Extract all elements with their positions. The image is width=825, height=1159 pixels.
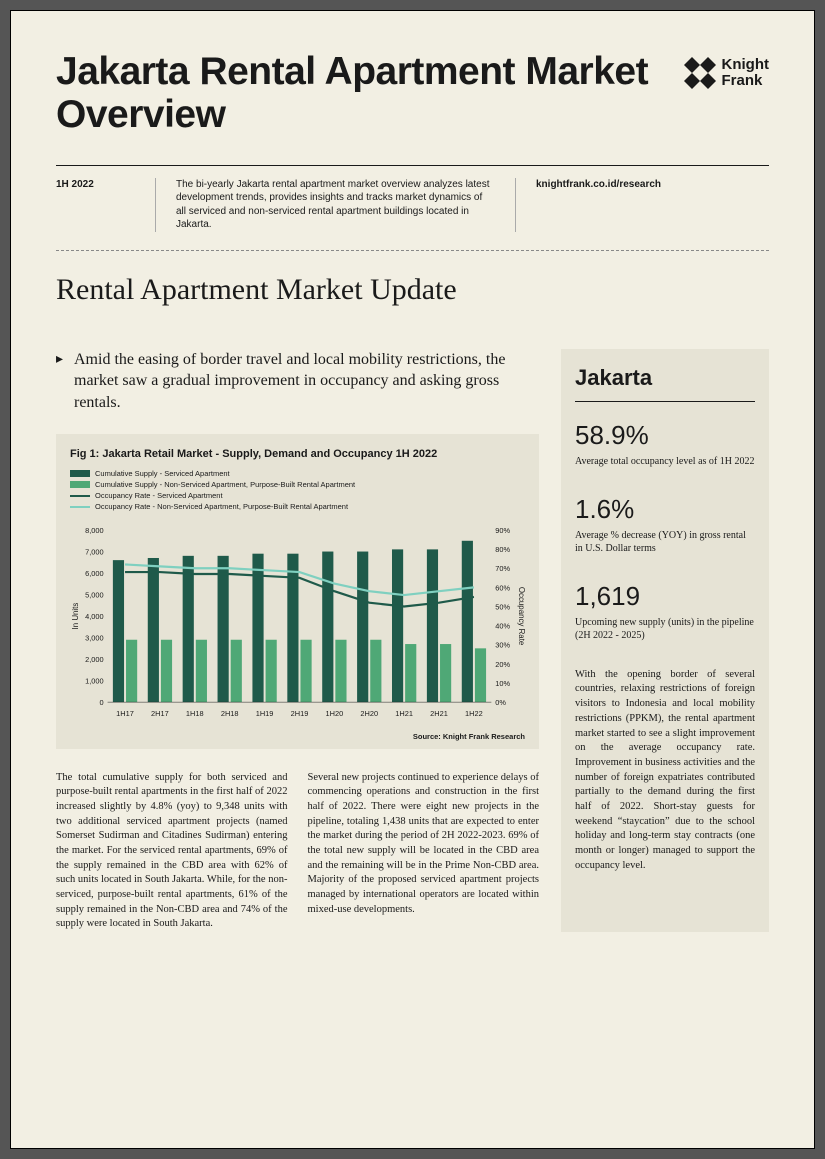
svg-text:10%: 10%: [495, 679, 510, 688]
logo-text: KnightFrank: [722, 57, 769, 89]
stat-value: 1,619: [575, 581, 755, 612]
chart-title: Fig 1: Jakarta Retail Market - Supply, D…: [70, 448, 525, 460]
chart-container: Fig 1: Jakarta Retail Market - Supply, D…: [56, 434, 539, 749]
section-title: Rental Apartment Market Update: [56, 273, 769, 307]
sidebar: Jakarta 58.9% Average total occupancy lev…: [561, 349, 769, 932]
stat-block: 1,619 Upcoming new supply (units) in the …: [575, 581, 755, 642]
svg-text:1H22: 1H22: [465, 709, 483, 718]
svg-text:1H18: 1H18: [186, 709, 204, 718]
svg-text:4,000: 4,000: [85, 612, 104, 621]
report-page: Jakarta Rental Apartment Market Overview…: [10, 10, 815, 1149]
knight-frank-logo: KnightFrank: [684, 57, 769, 89]
body-col-1: The total cumulative supply for both ser…: [56, 771, 288, 933]
svg-text:6,000: 6,000: [85, 569, 104, 578]
legend-item: Occupancy Rate - Non-Serviced Apartment,…: [70, 501, 525, 512]
sidebar-title: Jakarta: [575, 365, 755, 402]
svg-text:In Units: In Units: [71, 602, 80, 629]
body-columns: The total cumulative supply for both ser…: [56, 771, 539, 933]
svg-text:40%: 40%: [495, 621, 510, 630]
svg-text:2,000: 2,000: [85, 655, 104, 664]
svg-text:2H20: 2H20: [360, 709, 378, 718]
svg-text:2H21: 2H21: [430, 709, 448, 718]
svg-text:0%: 0%: [495, 698, 506, 707]
svg-text:1H19: 1H19: [256, 709, 274, 718]
svg-text:0: 0: [100, 698, 104, 707]
svg-text:1H21: 1H21: [395, 709, 413, 718]
supply-demand-chart: 0 1,000 2,000 3,000 4,000 5,000 6,000 7,000 8,00…: [70, 523, 525, 723]
chart-source: Source: Knight Frank Research: [70, 732, 525, 741]
svg-text:80%: 80%: [495, 545, 510, 554]
svg-text:1H17: 1H17: [116, 709, 134, 718]
left-column: Amid the easing of border travel and loc…: [56, 349, 539, 932]
stat-value: 58.9%: [575, 420, 755, 451]
svg-text:7,000: 7,000: [85, 547, 104, 556]
svg-text:1,000: 1,000: [85, 676, 104, 685]
main-title: Jakarta Rental Apartment Market Overview: [56, 51, 656, 137]
svg-text:50%: 50%: [495, 602, 510, 611]
stat-label: Average % decrease (YOY) in gross rental…: [575, 529, 755, 555]
logo-icon: [684, 57, 716, 89]
lead-paragraph: Amid the easing of border travel and loc…: [56, 349, 539, 414]
svg-text:2H18: 2H18: [221, 709, 239, 718]
svg-text:Occupancy Rate: Occupancy Rate: [517, 586, 525, 645]
sidebar-stats: 58.9% Average total occupancy level as of…: [575, 420, 755, 642]
report-url: knightfrank.co.id/research: [516, 178, 661, 232]
svg-text:2H19: 2H19: [291, 709, 309, 718]
svg-text:3,000: 3,000: [85, 633, 104, 642]
meta-row: 1H 2022 The bi-yearly Jakarta rental apa…: [56, 165, 769, 251]
stat-block: 58.9% Average total occupancy level as of…: [575, 420, 755, 468]
stat-value: 1.6%: [575, 494, 755, 525]
legend-item: Cumulative Supply - Non-Serviced Apartme…: [70, 479, 525, 490]
report-description: The bi-yearly Jakarta rental apartment m…: [156, 178, 516, 232]
svg-text:30%: 30%: [495, 640, 510, 649]
svg-text:20%: 20%: [495, 659, 510, 668]
stat-label: Upcoming new supply (units) in the pipel…: [575, 616, 755, 642]
svg-text:1H20: 1H20: [326, 709, 344, 718]
stat-block: 1.6% Average % decrease (YOY) in gross re…: [575, 494, 755, 555]
report-period: 1H 2022: [56, 178, 156, 232]
svg-text:90%: 90%: [495, 526, 510, 535]
svg-text:5,000: 5,000: [85, 590, 104, 599]
stat-label: Average total occupancy level as of 1H 2…: [575, 455, 755, 468]
chart-legend: Cumulative Supply - Serviced ApartmentCu…: [70, 468, 525, 513]
svg-text:2H17: 2H17: [151, 709, 169, 718]
legend-item: Occupancy Rate - Serviced Apartment: [70, 490, 525, 501]
svg-text:8,000: 8,000: [85, 526, 104, 535]
content-columns: Amid the easing of border travel and loc…: [56, 349, 769, 932]
sidebar-body: With the opening border of several count…: [575, 668, 755, 874]
header: Jakarta Rental Apartment Market Overview…: [56, 51, 769, 137]
svg-text:60%: 60%: [495, 583, 510, 592]
legend-item: Cumulative Supply - Serviced Apartment: [70, 468, 525, 479]
body-col-2: Several new projects continued to experi…: [308, 771, 540, 933]
svg-text:70%: 70%: [495, 564, 510, 573]
